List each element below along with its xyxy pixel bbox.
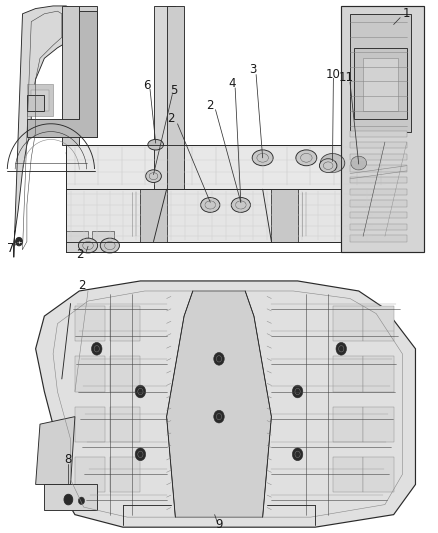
Polygon shape (363, 58, 398, 111)
Polygon shape (110, 407, 141, 442)
Polygon shape (110, 357, 141, 392)
Text: 2: 2 (207, 99, 214, 112)
Ellipse shape (148, 140, 163, 150)
Polygon shape (66, 189, 141, 241)
Polygon shape (166, 291, 272, 517)
Polygon shape (297, 189, 372, 241)
Polygon shape (332, 457, 363, 492)
Ellipse shape (320, 154, 345, 173)
Circle shape (15, 237, 22, 246)
Polygon shape (363, 407, 394, 442)
Polygon shape (31, 90, 49, 111)
Polygon shape (350, 14, 411, 132)
Polygon shape (350, 212, 407, 219)
Ellipse shape (78, 238, 98, 253)
Polygon shape (350, 154, 407, 160)
Polygon shape (350, 131, 407, 137)
Text: 2: 2 (78, 279, 85, 292)
Polygon shape (350, 165, 407, 172)
Text: 10: 10 (326, 68, 341, 80)
Polygon shape (75, 407, 106, 442)
Polygon shape (363, 457, 394, 492)
Text: 11: 11 (339, 71, 354, 84)
Polygon shape (110, 457, 141, 492)
Polygon shape (75, 357, 106, 392)
Polygon shape (62, 6, 79, 145)
Polygon shape (272, 189, 297, 241)
Text: 8: 8 (65, 453, 72, 466)
Polygon shape (166, 6, 184, 189)
Polygon shape (166, 189, 272, 241)
Polygon shape (110, 306, 141, 341)
Polygon shape (332, 306, 363, 341)
Text: 5: 5 (170, 84, 177, 97)
Polygon shape (350, 189, 407, 195)
Circle shape (214, 410, 224, 423)
Polygon shape (354, 48, 407, 118)
Polygon shape (14, 6, 71, 257)
Polygon shape (350, 142, 407, 149)
Text: 9: 9 (215, 518, 223, 531)
Text: 3: 3 (249, 63, 257, 76)
Polygon shape (44, 484, 97, 510)
Ellipse shape (201, 198, 220, 212)
Text: 7: 7 (7, 241, 14, 255)
Circle shape (135, 448, 146, 461)
Polygon shape (332, 357, 363, 392)
Polygon shape (27, 11, 97, 137)
Polygon shape (35, 281, 416, 527)
Polygon shape (341, 6, 424, 252)
Circle shape (336, 342, 346, 355)
Text: 1: 1 (403, 7, 410, 20)
Polygon shape (350, 177, 407, 183)
Polygon shape (75, 306, 106, 341)
Text: 2: 2 (167, 112, 175, 125)
Polygon shape (35, 417, 75, 484)
Circle shape (292, 385, 303, 398)
Polygon shape (363, 357, 394, 392)
Polygon shape (66, 152, 385, 241)
Text: 2: 2 (76, 248, 84, 261)
Polygon shape (141, 189, 166, 241)
Ellipse shape (319, 159, 337, 173)
Polygon shape (27, 95, 44, 111)
Circle shape (78, 497, 85, 505)
Polygon shape (350, 235, 407, 241)
Polygon shape (66, 231, 88, 252)
Polygon shape (350, 200, 407, 207)
Circle shape (92, 342, 102, 355)
Text: 6: 6 (143, 78, 151, 92)
Polygon shape (332, 407, 363, 442)
Circle shape (64, 494, 73, 505)
Circle shape (292, 448, 303, 461)
Circle shape (135, 385, 146, 398)
Polygon shape (79, 6, 97, 137)
Polygon shape (363, 306, 394, 341)
Ellipse shape (252, 150, 273, 166)
Polygon shape (153, 6, 175, 189)
Ellipse shape (100, 238, 120, 253)
Polygon shape (27, 85, 53, 116)
Ellipse shape (231, 198, 251, 212)
Text: 4: 4 (228, 77, 236, 90)
Ellipse shape (146, 170, 161, 182)
Polygon shape (350, 224, 407, 230)
Polygon shape (66, 145, 385, 189)
Ellipse shape (351, 156, 367, 170)
Polygon shape (75, 457, 106, 492)
Circle shape (214, 352, 224, 365)
Ellipse shape (296, 150, 317, 166)
Polygon shape (92, 231, 114, 252)
